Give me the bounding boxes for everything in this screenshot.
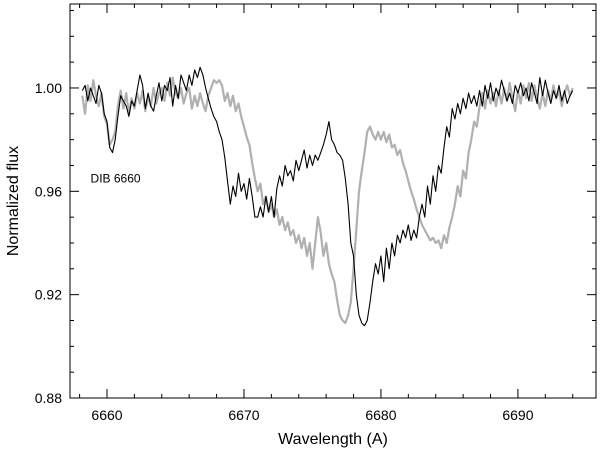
labels-layer: 6660 6670 6680 6690 0.88 0.92 0.96 1.00 xyxy=(35,80,534,423)
x-axis-title: Wavelength (A) xyxy=(278,431,388,448)
y-tick-label: 0.92 xyxy=(35,287,62,303)
plot-frame xyxy=(69,3,597,399)
x-tick-label: 6680 xyxy=(365,407,396,423)
x-tick-label: 6690 xyxy=(502,407,533,423)
x-tick-label: 6660 xyxy=(91,407,122,423)
y-tick-label: 0.88 xyxy=(35,390,62,406)
series-line-1 xyxy=(81,66,574,327)
y-axis-title: Normalized flux xyxy=(5,146,22,256)
ticks-layer xyxy=(70,4,596,399)
series-line-2 xyxy=(81,76,574,325)
series-layer xyxy=(81,66,574,327)
x-tick-label: 6670 xyxy=(228,407,259,423)
dib-annotation: DIB 6660 xyxy=(91,171,141,185)
y-tick-label: 0.96 xyxy=(35,183,62,199)
y-tick-label: 1.00 xyxy=(35,80,62,96)
